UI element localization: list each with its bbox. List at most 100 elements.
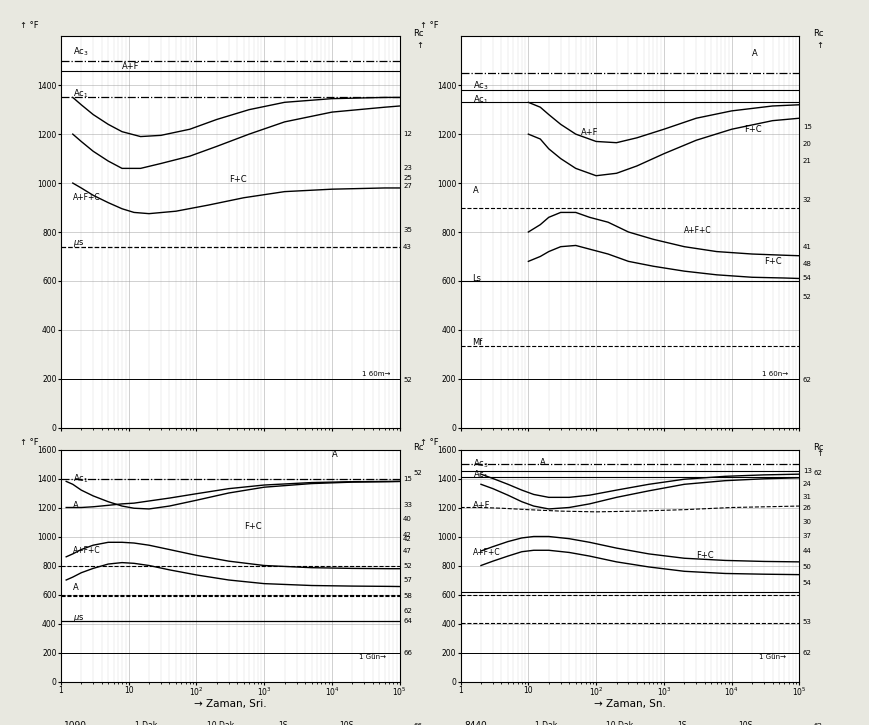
- Text: 42: 42: [403, 532, 412, 538]
- Text: Rc: Rc: [414, 29, 424, 38]
- Text: F+C: F+C: [229, 175, 246, 184]
- Text: 58: 58: [403, 593, 412, 599]
- Text: 35: 35: [403, 226, 412, 233]
- Text: 20: 20: [803, 141, 812, 147]
- Text: Ac$_3$: Ac$_3$: [473, 80, 488, 92]
- Text: A+F+C: A+F+C: [684, 226, 712, 235]
- Text: 1 Gün→: 1 Gün→: [759, 654, 786, 660]
- Text: A+F+C: A+F+C: [473, 548, 501, 558]
- Text: 50: 50: [803, 564, 812, 570]
- Text: 37: 37: [803, 534, 812, 539]
- Text: ↑ °F: ↑ °F: [420, 22, 439, 30]
- Text: 62: 62: [803, 377, 812, 383]
- Text: 1S: 1S: [678, 721, 687, 725]
- Text: 31: 31: [803, 494, 812, 500]
- Text: 10 Dak.: 10 Dak.: [607, 468, 636, 477]
- Text: A: A: [73, 500, 78, 510]
- Text: 10S: 10S: [739, 721, 753, 725]
- Text: 52: 52: [403, 377, 412, 383]
- Text: 53: 53: [803, 619, 812, 625]
- Text: 41: 41: [803, 244, 812, 249]
- Text: 1s: 1s: [678, 468, 687, 477]
- Text: A+F+C: A+F+C: [73, 546, 101, 555]
- Text: 42: 42: [403, 536, 412, 542]
- Text: 44: 44: [803, 548, 812, 554]
- Text: A+F: A+F: [581, 128, 599, 137]
- Text: $\mu$s: $\mu$s: [73, 613, 84, 624]
- Text: 62: 62: [813, 723, 822, 725]
- Text: 1 60m→: 1 60m→: [362, 371, 391, 378]
- Text: 43: 43: [403, 244, 412, 249]
- Text: 40: 40: [403, 516, 412, 522]
- Text: 66: 66: [403, 650, 412, 656]
- Text: 33: 33: [403, 502, 412, 508]
- Text: 10 Dak.: 10 Dak.: [207, 468, 236, 477]
- Text: 30: 30: [803, 519, 812, 525]
- Text: A+F: A+F: [122, 62, 140, 71]
- Text: Mf: Mf: [473, 338, 483, 347]
- Text: 1 60n→: 1 60n→: [762, 371, 788, 378]
- Text: Ls: Ls: [473, 274, 481, 283]
- Text: 25: 25: [403, 175, 412, 181]
- Text: F+C: F+C: [696, 550, 713, 560]
- Text: Rc: Rc: [414, 442, 424, 452]
- Text: 54: 54: [803, 580, 812, 586]
- Text: 15: 15: [803, 124, 812, 130]
- Text: 1s: 1s: [278, 468, 287, 477]
- Text: F+C: F+C: [244, 522, 262, 531]
- Text: 24: 24: [803, 481, 812, 487]
- Text: 52: 52: [414, 470, 422, 476]
- Text: 62: 62: [403, 608, 412, 614]
- Text: Ac$_1$: Ac$_1$: [73, 473, 89, 485]
- Text: ↑ °F: ↑ °F: [20, 438, 39, 447]
- Text: A+F: A+F: [473, 500, 490, 510]
- Text: Ac$_3$: Ac$_3$: [73, 46, 89, 58]
- Text: 10 Dak.: 10 Dak.: [207, 721, 236, 725]
- Text: ↑: ↑: [817, 41, 824, 50]
- Text: 66: 66: [414, 723, 422, 725]
- Text: 52: 52: [803, 294, 812, 300]
- Text: Ac$_1$: Ac$_1$: [473, 94, 488, 106]
- Text: Rc: Rc: [813, 442, 824, 452]
- Text: Ac$_3$: Ac$_3$: [473, 458, 488, 471]
- Text: 23: 23: [403, 165, 412, 171]
- Text: 10S: 10S: [339, 721, 353, 725]
- Text: 4640: 4640: [464, 468, 487, 477]
- Text: 1S: 1S: [278, 721, 288, 725]
- Text: 47: 47: [403, 548, 412, 554]
- Text: 52: 52: [403, 563, 412, 568]
- Text: ↑: ↑: [417, 41, 424, 50]
- Text: F+C: F+C: [744, 125, 761, 133]
- Text: 10S: 10S: [739, 468, 753, 477]
- Text: → Zaman, Sri.: → Zaman, Sri.: [194, 699, 267, 709]
- Text: 10s: 10s: [339, 468, 352, 477]
- Text: 48: 48: [803, 261, 812, 267]
- Text: 57: 57: [403, 577, 412, 583]
- Text: 64: 64: [403, 618, 412, 624]
- Text: 1 Dak.: 1 Dak.: [535, 468, 560, 477]
- Text: 26: 26: [803, 505, 812, 511]
- Text: F+C: F+C: [764, 257, 781, 266]
- Text: A: A: [73, 583, 78, 592]
- Text: $\mu$s: $\mu$s: [73, 238, 84, 249]
- Text: 27: 27: [403, 183, 412, 188]
- Text: ↑ °F: ↑ °F: [20, 22, 39, 30]
- Text: A: A: [541, 458, 546, 468]
- Text: 62: 62: [813, 470, 822, 476]
- Text: 1090: 1090: [64, 721, 87, 725]
- Text: A: A: [752, 49, 758, 58]
- Text: 54: 54: [803, 276, 812, 281]
- Text: A: A: [332, 450, 338, 459]
- Text: 1 Dak.: 1 Dak.: [535, 721, 560, 725]
- Text: Rc: Rc: [813, 29, 824, 38]
- Text: 21: 21: [803, 158, 812, 164]
- Text: 13: 13: [803, 468, 812, 474]
- Text: 62: 62: [803, 650, 812, 656]
- Text: Ac$_1$: Ac$_1$: [473, 468, 488, 481]
- Text: 10 Dak.: 10 Dak.: [607, 721, 636, 725]
- Text: ↑: ↑: [817, 450, 824, 458]
- Text: 8440: 8440: [464, 721, 487, 725]
- Text: A+F+C: A+F+C: [73, 193, 101, 202]
- Text: 15: 15: [403, 476, 412, 482]
- Text: 4034: 4034: [64, 468, 87, 477]
